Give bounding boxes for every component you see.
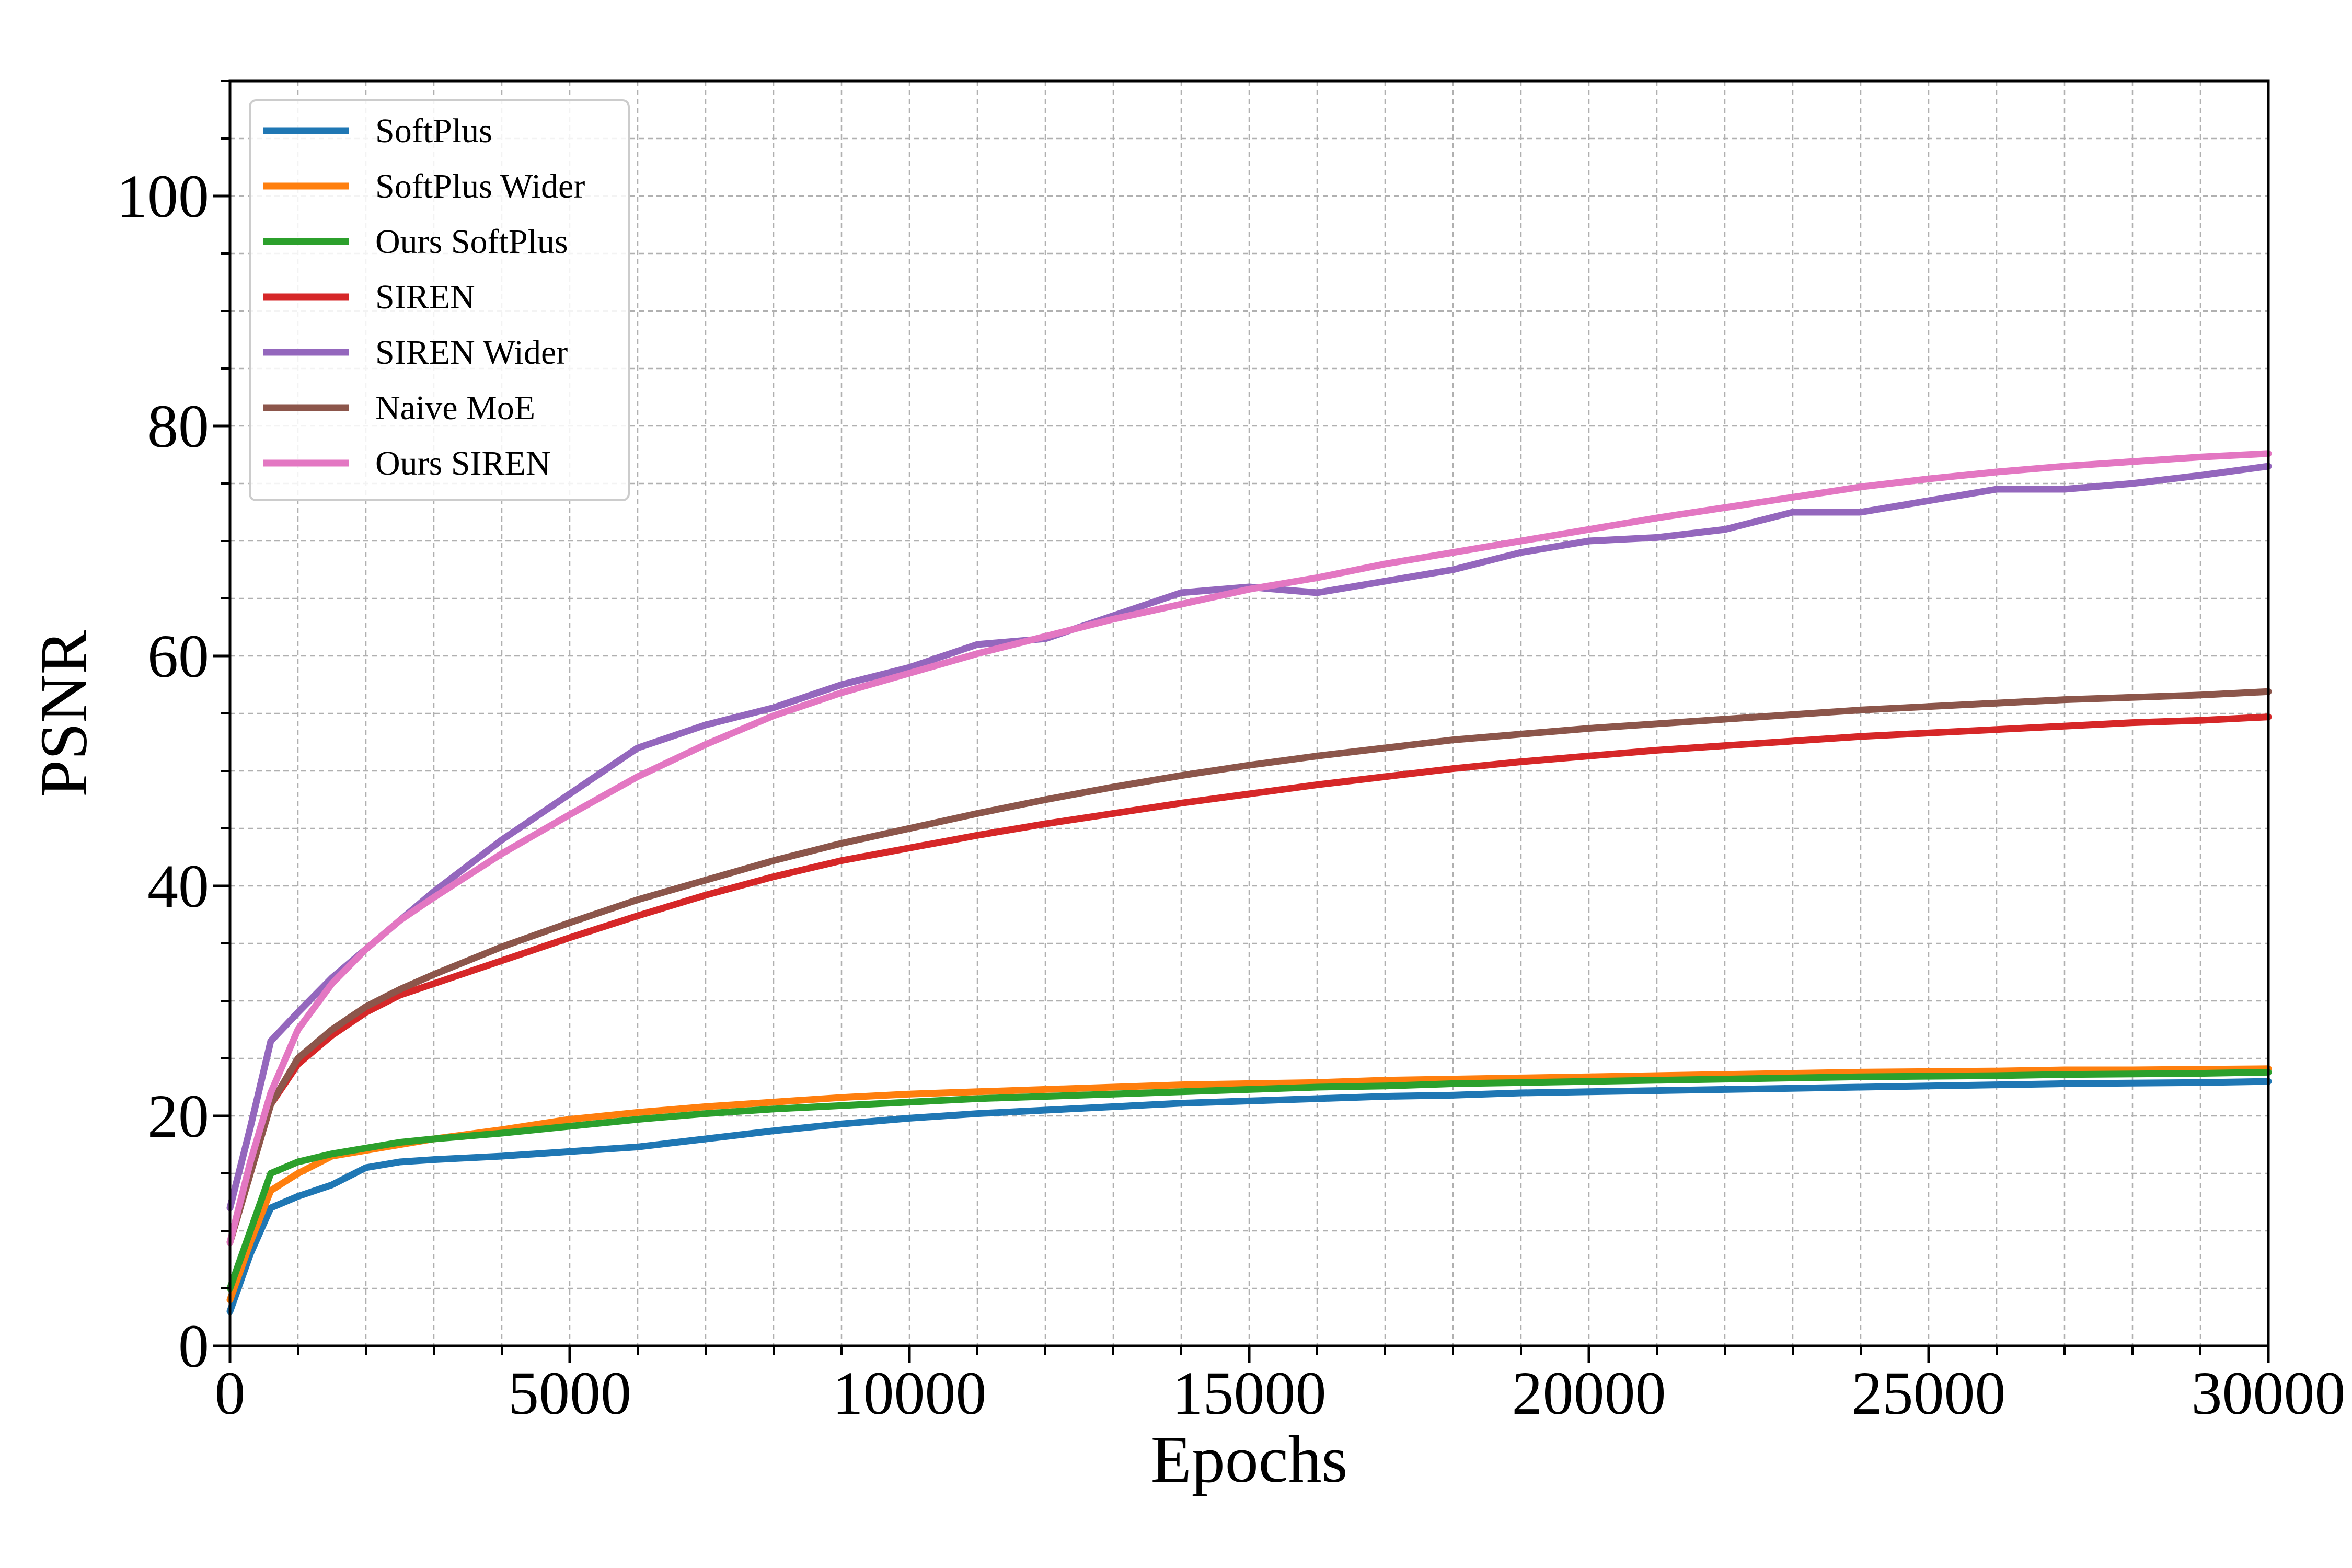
- series-line-naive-moe: [226, 688, 2272, 1246]
- axis-ticks: [213, 80, 2270, 1363]
- series-line-ours-siren: [226, 450, 2272, 1246]
- tick-labels: 0 5000 10000 15000 20000 25000 30000 0 20 40 60 80 1…: [117, 162, 2346, 1427]
- y-tick-label: 60: [147, 622, 209, 690]
- legend-label: SoftPlus: [375, 112, 492, 150]
- x-tick-label: 25000: [1852, 1359, 2006, 1427]
- legend: SoftPlus SoftPlus Wider Ours SoftPlus SIREN…: [249, 99, 630, 501]
- x-tick-label: 5000: [508, 1359, 631, 1427]
- y-tick-label: 0: [178, 1312, 209, 1380]
- legend-label: Naive MoE: [375, 389, 535, 427]
- legend-label: SIREN Wider: [375, 333, 568, 372]
- legend-label: Ours SoftPlus: [375, 223, 568, 261]
- series-lines: [226, 450, 2272, 1315]
- x-tick-label: 0: [215, 1359, 246, 1427]
- x-tick-label: 10000: [833, 1359, 987, 1427]
- legend-label: SoftPlus Wider: [375, 167, 585, 205]
- y-axis-title: PSNR: [27, 629, 101, 797]
- series-line-siren: [226, 713, 2272, 1246]
- y-tick-label: 100: [117, 162, 209, 230]
- series-line-ours-softplus: [226, 1068, 2272, 1292]
- x-axis-title: Epochs: [1151, 1422, 1348, 1496]
- x-tick-label: 15000: [1172, 1359, 1327, 1427]
- y-tick-label: 40: [147, 852, 209, 920]
- legend-label: Ours SIREN: [375, 444, 551, 482]
- x-tick-label: 30000: [2192, 1359, 2346, 1427]
- y-tick-label: 20: [147, 1082, 209, 1150]
- x-tick-label: 20000: [1512, 1359, 1666, 1427]
- y-tick-label: 80: [147, 392, 209, 460]
- series-line-softplus: [226, 1078, 2272, 1315]
- legend-box: [249, 99, 630, 501]
- legend-label: SIREN: [375, 278, 475, 316]
